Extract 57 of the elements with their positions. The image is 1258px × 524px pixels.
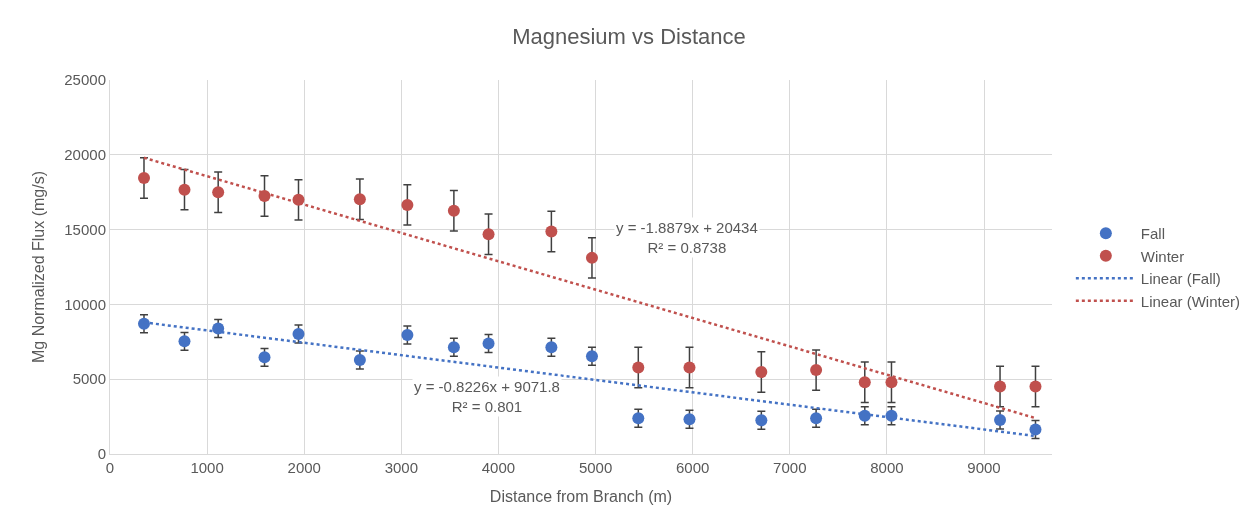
legend-label: Fall xyxy=(1140,225,1166,243)
legend-label: Winter xyxy=(1140,247,1185,265)
point xyxy=(545,225,558,238)
point xyxy=(258,351,271,364)
x-tick-label: 1000 xyxy=(190,459,224,476)
point xyxy=(632,361,645,374)
point xyxy=(858,376,871,389)
point xyxy=(632,412,645,425)
annotation: y = -0.8226x + 9071.8 R² = 0.801 xyxy=(414,378,560,415)
y-tick-label: 0 xyxy=(97,445,106,463)
point xyxy=(545,341,558,354)
point xyxy=(810,364,823,377)
x-tick-label: 3000 xyxy=(384,459,419,476)
point xyxy=(885,376,898,389)
point xyxy=(138,317,150,330)
y-tick-label: 25000 xyxy=(64,71,106,89)
point xyxy=(292,328,305,341)
point xyxy=(755,414,768,427)
point xyxy=(447,341,460,354)
point xyxy=(178,335,191,348)
y-tick-label: 20000 xyxy=(64,146,106,164)
x-tick-label: 8000 xyxy=(870,459,904,476)
point xyxy=(755,366,768,379)
legend-label: Linear (Winter) xyxy=(1140,292,1241,310)
point xyxy=(482,337,495,350)
point xyxy=(401,329,414,342)
x-tick-label: 4000 xyxy=(481,459,516,476)
point xyxy=(178,183,191,196)
x-tick-label: 5000 xyxy=(578,459,613,476)
point xyxy=(585,350,598,363)
point xyxy=(683,361,696,374)
point xyxy=(353,193,366,206)
chart-title: Magnesium vs Distance xyxy=(512,24,746,50)
point xyxy=(810,412,823,425)
point xyxy=(447,204,460,217)
point xyxy=(401,198,414,211)
x-tick-label: 2000 xyxy=(287,459,321,476)
legend-label: Linear (Fall) xyxy=(1140,270,1221,288)
point xyxy=(994,414,1007,427)
point xyxy=(353,353,366,366)
y-tick-label: 10000 xyxy=(64,295,106,313)
point xyxy=(212,186,225,199)
y-tick-label: 15000 xyxy=(64,220,106,238)
point xyxy=(994,380,1007,393)
x-axis-title: Distance from Branch (m) xyxy=(489,487,673,505)
annotation: y = -1.8879x + 20434 R² = 0.8738 xyxy=(616,219,758,256)
point xyxy=(683,413,696,426)
x-tick-label: 7000 xyxy=(773,459,807,476)
point xyxy=(482,228,495,241)
point xyxy=(1029,380,1042,393)
point xyxy=(138,171,150,184)
point xyxy=(585,251,598,264)
y-tick-label: 5000 xyxy=(72,370,106,388)
x-tick-label: 9000 xyxy=(967,459,1001,476)
y-axis-title: Mg Normalized Flux (mg/s) xyxy=(30,170,48,364)
point xyxy=(1029,423,1042,436)
x-tick-label: 6000 xyxy=(675,459,710,476)
